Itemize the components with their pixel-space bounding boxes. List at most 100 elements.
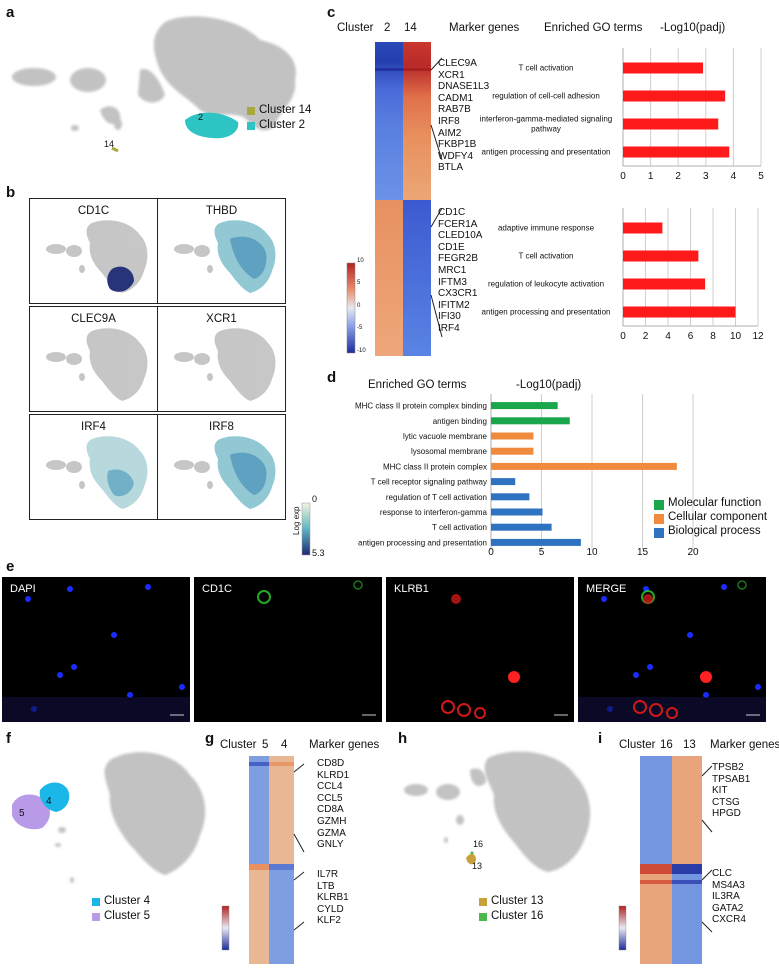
g-bottom-gene-4: KLF2: [317, 915, 341, 927]
feature-plot-title: IRF4: [81, 421, 106, 433]
c-top-gene-9: BTLA: [438, 162, 464, 174]
microscopy-label: KLRB1: [394, 583, 429, 595]
microscopy-canvas: [257, 580, 376, 716]
feature-plot-canvas: [174, 220, 276, 293]
i-top-gene-0: TPSB2: [712, 762, 744, 773]
cluster-label-13: 13: [472, 861, 483, 871]
category-label: regulation of leukocyte activation: [488, 280, 604, 289]
microscopy-label: CD1C: [202, 583, 232, 595]
c-bottom-gene-5: MRC1: [438, 264, 467, 276]
nucleus: [179, 684, 185, 690]
nucleus: [57, 672, 63, 678]
nucleus: [71, 664, 77, 670]
i-col1-header: 16: [660, 739, 673, 751]
i-genes-top: TPSB2 TPSAB1 KIT CTSG HPGD: [712, 762, 750, 820]
c-bottom-gene-7: CX3CR1: [438, 288, 478, 300]
microscopy-canvas: [2, 584, 190, 722]
x-tick-label: 15: [637, 547, 649, 558]
nucleus: [25, 596, 31, 602]
c-bottom-gene-10: IRF4: [438, 322, 460, 334]
i-col2-header: 13: [683, 739, 696, 751]
c-bottom-gene-3: CD1E: [438, 241, 465, 253]
c-go-header: Enriched GO terms: [544, 22, 643, 34]
cd1c-cell: [737, 580, 747, 590]
i-bottom-gene-1: MS4A3: [712, 879, 745, 891]
category-label: pathway: [531, 125, 561, 134]
feature-plot-title: XCR1: [206, 313, 237, 325]
microscopy-canvas: [441, 594, 568, 719]
c-top-gene-5: IRF8: [438, 115, 460, 127]
umap-cluster: [66, 245, 82, 257]
g-top-gene-5: GZMH: [317, 815, 347, 827]
c-marker-genes-header: Marker genes: [449, 22, 520, 34]
panel-letter-f: f: [6, 730, 11, 747]
category-label: adaptive immune response: [498, 224, 595, 233]
umap-main-cluster: [214, 328, 276, 401]
category-label: MHC class II protein complex: [383, 462, 487, 471]
g-cluster-header: Cluster: [220, 739, 257, 751]
c-colorbar-10: 10: [357, 258, 364, 264]
bar-1: [623, 90, 726, 102]
category-label: T cell activation: [432, 523, 487, 532]
i-cluster-header: Cluster: [619, 739, 656, 751]
c-top-gene-3: CADM1: [438, 92, 474, 104]
feature-plot-canvas: [46, 328, 148, 401]
g-genes-top: CD8D KLRD1 CCL4 CCL5 CD8A GZMH GZMA GNLY: [317, 758, 349, 851]
microscopy-dapi: DAPI: [2, 577, 190, 722]
x-tick-label: 10: [586, 547, 598, 558]
nucleus: [127, 692, 133, 698]
i-bottom-gene-2: IL3RA: [712, 891, 740, 903]
legend-cluster-14: Cluster 14: [259, 104, 312, 116]
bar-2: [623, 118, 719, 130]
d-title-left: Enriched GO terms: [368, 379, 467, 391]
bar-8: [491, 523, 552, 531]
colorbar-b-max: 0: [312, 494, 318, 504]
cd1c-cell: [353, 580, 363, 590]
legend-cluster-5: Cluster 5: [104, 910, 151, 922]
nucleus: [67, 586, 73, 592]
panel-letter-e: e: [6, 558, 15, 575]
umap-cluster: [46, 460, 66, 470]
cluster-16-region: [470, 851, 474, 855]
x-tick-label: 5: [758, 171, 764, 182]
category-label: interferon-gamma-mediated signaling: [480, 115, 613, 124]
g-bottom-gene-2: KLRB1: [317, 892, 349, 904]
umap-cluster: [46, 244, 66, 254]
x-tick-label: 3: [703, 171, 709, 182]
umap-cluster: [207, 265, 213, 273]
bar-0: [623, 222, 663, 234]
klrb1-cell: [649, 703, 663, 717]
umap-cluster: [174, 244, 194, 254]
umap-cluster: [194, 353, 210, 365]
umap-body: [46, 328, 148, 401]
klrb1-cell: [700, 671, 712, 683]
x-tick-label: 5: [539, 547, 545, 558]
c-col1-header: 2: [384, 22, 391, 34]
i-bottom-gene-0: CLC: [712, 868, 733, 879]
bar-1: [623, 250, 699, 262]
cluster-5-region: [12, 794, 50, 830]
i-marker-genes-header: Marker genes: [710, 739, 779, 751]
cluster-label-4: 4: [46, 796, 52, 807]
panel-letter-c: c: [327, 4, 336, 21]
feature-plot-canvas: [46, 220, 148, 293]
panel-letter-i: i: [598, 730, 603, 747]
panel-letter-a: a: [6, 4, 15, 21]
d-title-right: -Log10(padj): [516, 379, 582, 391]
bar-6: [491, 493, 530, 501]
umap-cluster: [174, 460, 194, 470]
c-bottom-gene-0: CD1C: [438, 207, 466, 218]
microscopy-klrb1: KLRB1: [386, 577, 574, 722]
legend-cluster-4: Cluster 4: [104, 895, 151, 907]
c-genes-top: CLEC9A XCR1 DNASE1L3 CADM1 RAB7B IRF8 AIM2 FKBP…: [438, 58, 489, 174]
cluster-label-14: 14: [104, 139, 115, 149]
c-bottom-gene-2: CLED10A: [438, 230, 483, 242]
bar-0: [623, 62, 704, 74]
x-tick-label: 6: [688, 331, 694, 342]
g-top-gene-2: CCL4: [317, 781, 343, 793]
g-genes-bottom: IL7R LTB KLRB1 CYLD KLF2: [317, 869, 349, 927]
klrb1-cell: [643, 594, 653, 604]
panel-letter-g: g: [205, 730, 215, 747]
category-label: T cell receptor signaling pathway: [371, 478, 487, 487]
microscopy-label: MERGE: [586, 583, 627, 595]
